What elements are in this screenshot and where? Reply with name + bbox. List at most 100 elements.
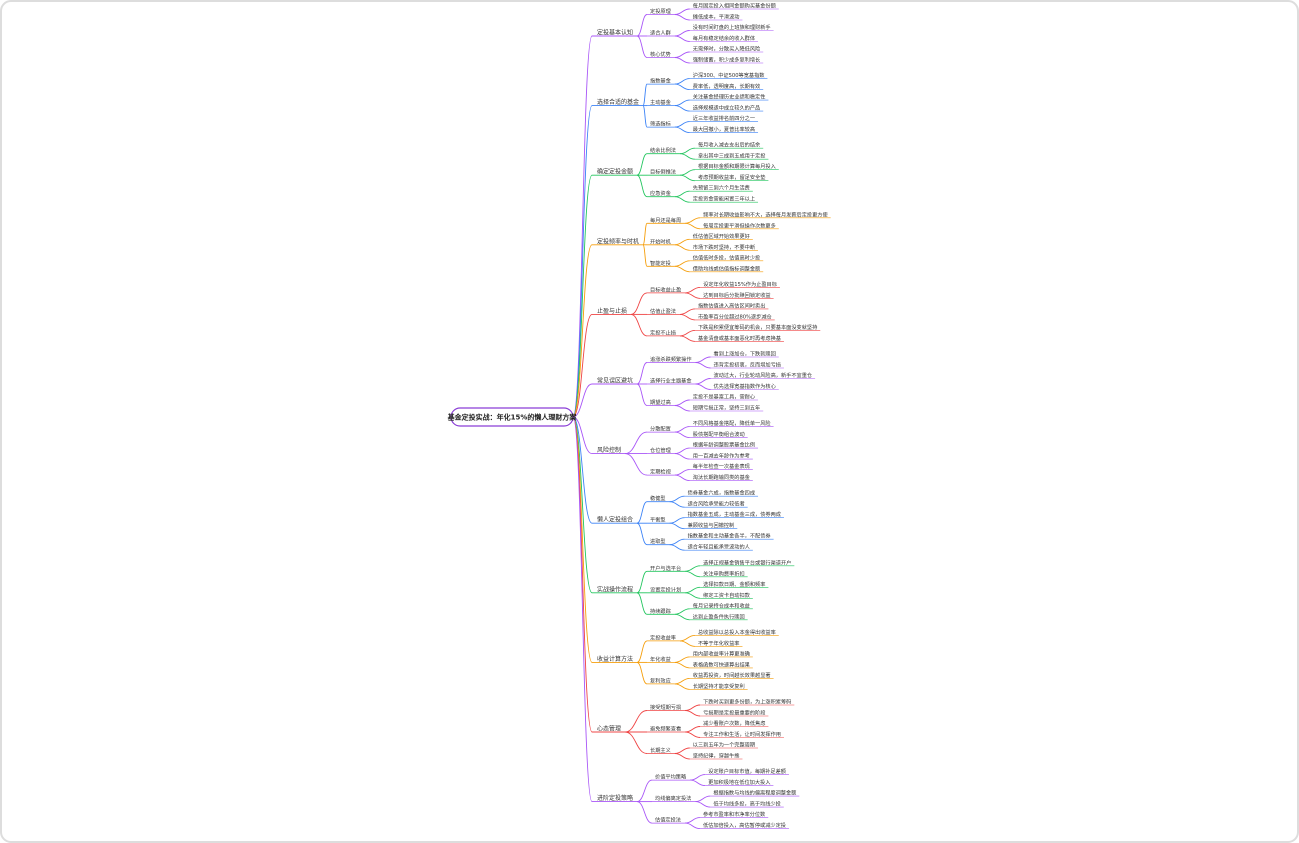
- leaf-label: 减少看账户次数，降低焦虑: [703, 719, 765, 727]
- topic-label: 适合人群: [650, 29, 671, 37]
- leaf-label: 借助均线或估值指标调整金额: [693, 264, 761, 272]
- leaf-label: 选择正规基金销售平台或银行渠道开户: [703, 558, 791, 566]
- link: [674, 474, 690, 482]
- link: [630, 313, 648, 337]
- topic-label: 追涨杀跌频繁操作: [650, 355, 692, 363]
- topic-label: 进取型: [650, 537, 666, 545]
- leaf-label: 长期坚持才能享受复利: [693, 682, 745, 690]
- branch-label: 定投频率与时机: [597, 237, 639, 245]
- leaf-label: 下跌时买到更多份额，为上涨积累筹码: [703, 698, 791, 706]
- link: [636, 153, 648, 176]
- link: [674, 105, 690, 112]
- leaf-label: 波动过大，行业轮动风险高，新手不宜重仓: [714, 371, 813, 379]
- branch-label: 止盈与止损: [597, 307, 627, 315]
- link: [679, 640, 695, 647]
- topic-label: 接受短期亏损: [650, 703, 681, 711]
- link: [674, 683, 690, 690]
- root-label: 基金定投实战：年化15%的懒人理财方案: [447, 413, 578, 422]
- leaf-label: 先预留三到六个月生活费: [693, 184, 750, 192]
- link: [674, 35, 690, 42]
- topic-label: 价值平均策略: [655, 773, 687, 781]
- topic-label: 目标收益止盈: [650, 285, 681, 293]
- link: [685, 570, 701, 578]
- leaf-label: 亏损期是定投最重要的阶段: [703, 709, 765, 717]
- leaf-label: 适合风险承受能力较低者: [688, 500, 745, 508]
- link: [624, 431, 648, 455]
- link: [572, 313, 593, 418]
- leaf-label: 指数基金五成，主动基金三成，债券两成: [688, 510, 781, 518]
- link: [642, 244, 648, 267]
- leaf-label: 设定年化收益15%作为止盈目标: [703, 280, 777, 288]
- topic-label: 核心优势: [650, 50, 671, 58]
- topic-label: 目标倒推法: [650, 168, 676, 176]
- topic-label: 应急资金: [650, 189, 672, 197]
- link: [674, 753, 690, 760]
- leaf-label: 选择扣款日期、金额和频率: [703, 580, 765, 588]
- link: [636, 779, 653, 803]
- leaf-label: 优先选择宽基指数作为核心: [714, 382, 776, 390]
- topic-label: 指数基金: [650, 77, 672, 85]
- leaf-label: 每月记录持仓成本和收益: [693, 601, 750, 609]
- link: [685, 710, 701, 717]
- link: [636, 592, 648, 615]
- branch-label: 常见误区避坑: [597, 377, 633, 385]
- link: [669, 522, 685, 530]
- link: [690, 779, 706, 787]
- link: [636, 383, 648, 406]
- topic-label: 选择行业主题基金: [650, 377, 692, 385]
- link: [674, 83, 690, 91]
- link: [636, 362, 648, 385]
- leaf-label: 参考市盈率和市净率分位数: [703, 810, 766, 818]
- leaf-label: 适合年轻且能承受波动的人: [688, 543, 750, 551]
- topic-label: 分散配置: [650, 425, 671, 433]
- leaf-label: 定投不是暴富工具，需耐心: [693, 393, 755, 401]
- link: [572, 105, 593, 418]
- link: [636, 801, 653, 824]
- branch-label: 实战操作流程: [597, 585, 633, 593]
- topic-label: 筛选指标: [650, 120, 671, 128]
- link: [674, 265, 690, 273]
- branch-label: 风险控制: [597, 446, 621, 454]
- links: [572, 8, 831, 830]
- branch-label: 定投基本认知: [597, 29, 633, 37]
- link: [572, 383, 593, 418]
- branch-label: 心态管理: [597, 725, 621, 733]
- leaf-label: 每周定投更平滑但操作次数更多: [703, 221, 776, 229]
- leaf-label: 市场下跌时坚持，不要中断: [693, 243, 755, 251]
- leaf-label: 关注基金经理历史业绩和稳定性: [693, 93, 766, 101]
- link: [636, 501, 648, 524]
- leaf-label: 沪深300、中证500等宽基指数: [693, 71, 765, 79]
- link: [572, 416, 593, 803]
- link: [572, 174, 593, 418]
- leaf-label: 看到上涨加仓，下跌就赎回: [714, 350, 776, 358]
- leaf-label: 根据年龄调整股票基金比例: [693, 441, 755, 449]
- leaf-label: 表格函数可快速算出结果: [693, 660, 750, 668]
- leaf-label: 违背定投初衷，反而增加亏损: [714, 361, 781, 369]
- leaf-label: 下跌是积累便宜筹码的机会，只要基本面没变就坚持: [698, 323, 817, 331]
- leaf-label: 低于均线多投，高于均线少投: [713, 800, 780, 808]
- link: [642, 83, 648, 107]
- leaf-label: 指数估值进入高估区间时卖出: [698, 301, 765, 309]
- link: [674, 613, 690, 621]
- link: [674, 661, 690, 669]
- leaf-label: 更加积极地在低位加大投入: [708, 778, 770, 786]
- link: [630, 292, 648, 315]
- topic-label: 平衡型: [650, 516, 666, 524]
- link: [572, 416, 593, 455]
- link: [572, 416, 593, 524]
- leaf-label: 市盈率百分位超过80%逐步减仓: [698, 312, 773, 320]
- leaf-label: 达到目标后分批赎回锁定收益: [703, 291, 770, 299]
- link: [674, 196, 690, 203]
- topic-label: 定期检视: [650, 468, 671, 476]
- topic-label: 智能定投: [650, 259, 671, 267]
- topic-label: 仓位管理: [650, 446, 672, 454]
- topic-label: 估值止盈法: [650, 307, 676, 315]
- link: [685, 592, 701, 599]
- leaf-label: 低估加倍投入，高估暂停或减少定投: [703, 821, 786, 829]
- leaf-label: 专注工作和生活，让时间发挥作用: [703, 730, 781, 738]
- leaf-label: 关注申购费率折扣: [703, 569, 745, 577]
- leaf-label: 每月固定投入相同金额购买基金份额: [693, 2, 777, 10]
- topic-label: 复利效应: [650, 676, 671, 684]
- leaf-label: 强制储蓄，积少成多复利增长: [693, 56, 761, 64]
